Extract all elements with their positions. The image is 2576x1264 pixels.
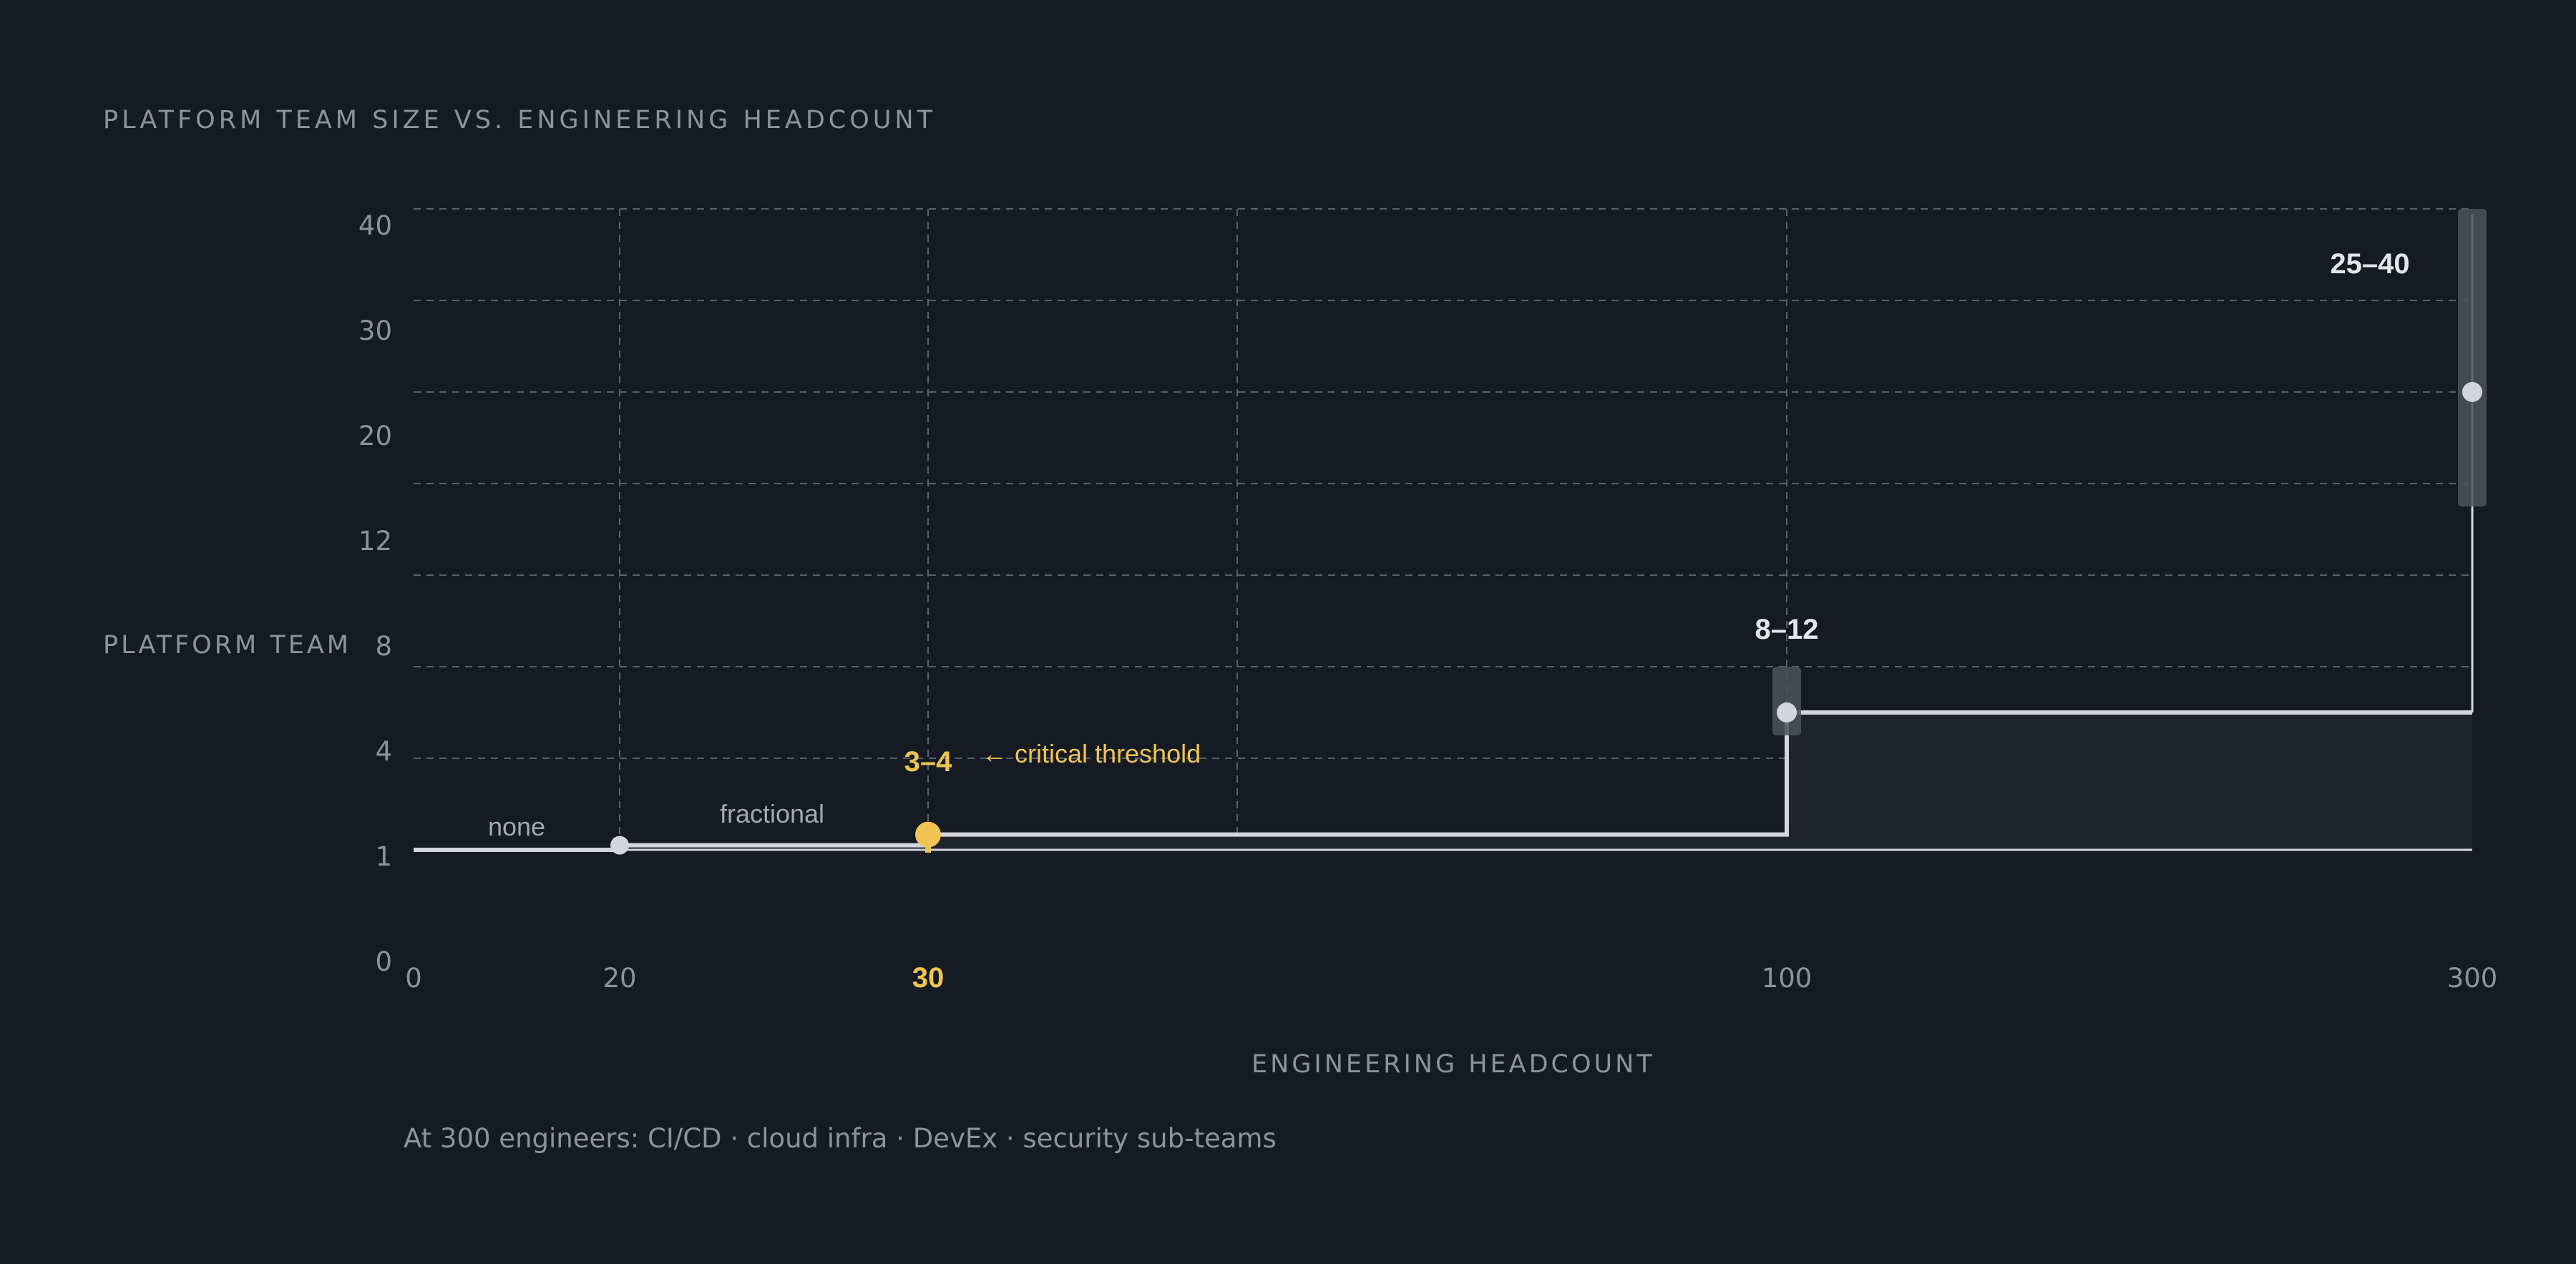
step-area [414, 712, 2472, 851]
x-tick-label-0: 0 [405, 963, 422, 994]
y-tick-label-2: 4 [375, 736, 392, 767]
chart-footnote: At 300 engineers: CI/CD · cloud infra · … [404, 1123, 1277, 1154]
annotation-0: ← critical threshold [982, 739, 1201, 768]
y-tick-label-4: 12 [358, 526, 392, 557]
y-tick-label-3: 8 [375, 631, 392, 662]
x-axis-label: ENGINEERING HEADCOUNT [1252, 1050, 1655, 1079]
marker-label-2: 8–12 [1755, 614, 1819, 645]
marker-point-3 [2462, 382, 2482, 402]
area-fill [928, 712, 2472, 850]
y-tick-label-5: 20 [358, 421, 392, 451]
x-tick-label-1: 20 [602, 963, 636, 994]
marker-point-0 [610, 836, 629, 855]
x-tick-label-3: 100 [1762, 963, 1813, 994]
marker-label-3: 25–40 [2330, 248, 2409, 280]
y-tick-label-7: 40 [358, 210, 392, 241]
tick-labels: 0 20 30 100 300 0 1 4 8 12 20 30 40 [358, 210, 2497, 994]
marker-point-2 [1777, 702, 1797, 722]
y-axis-label: PLATFORM TEAM [103, 631, 351, 660]
marker-range-3 [2458, 209, 2487, 506]
chart-title: PLATFORM TEAM SIZE VS. ENGINEERING HEADC… [103, 106, 936, 134]
x-tick-label-2: 30 [912, 962, 945, 994]
band-label-0: none [488, 812, 545, 841]
y-tick-label-0: 0 [375, 946, 392, 977]
y-tick-label-6: 30 [358, 315, 392, 346]
y-tick-label-1: 1 [375, 841, 392, 872]
marker-point-1 [915, 821, 941, 848]
x-tick-label-4: 300 [2447, 963, 2498, 994]
marker-range-2 [1772, 667, 1801, 735]
markers [610, 209, 2487, 855]
marker-label-1: 3–4 [904, 746, 952, 778]
data-labels: 3–4 8–12 25–40 none fractional ← critical thr… [488, 248, 2410, 841]
band-label-1: fractional [720, 799, 824, 828]
